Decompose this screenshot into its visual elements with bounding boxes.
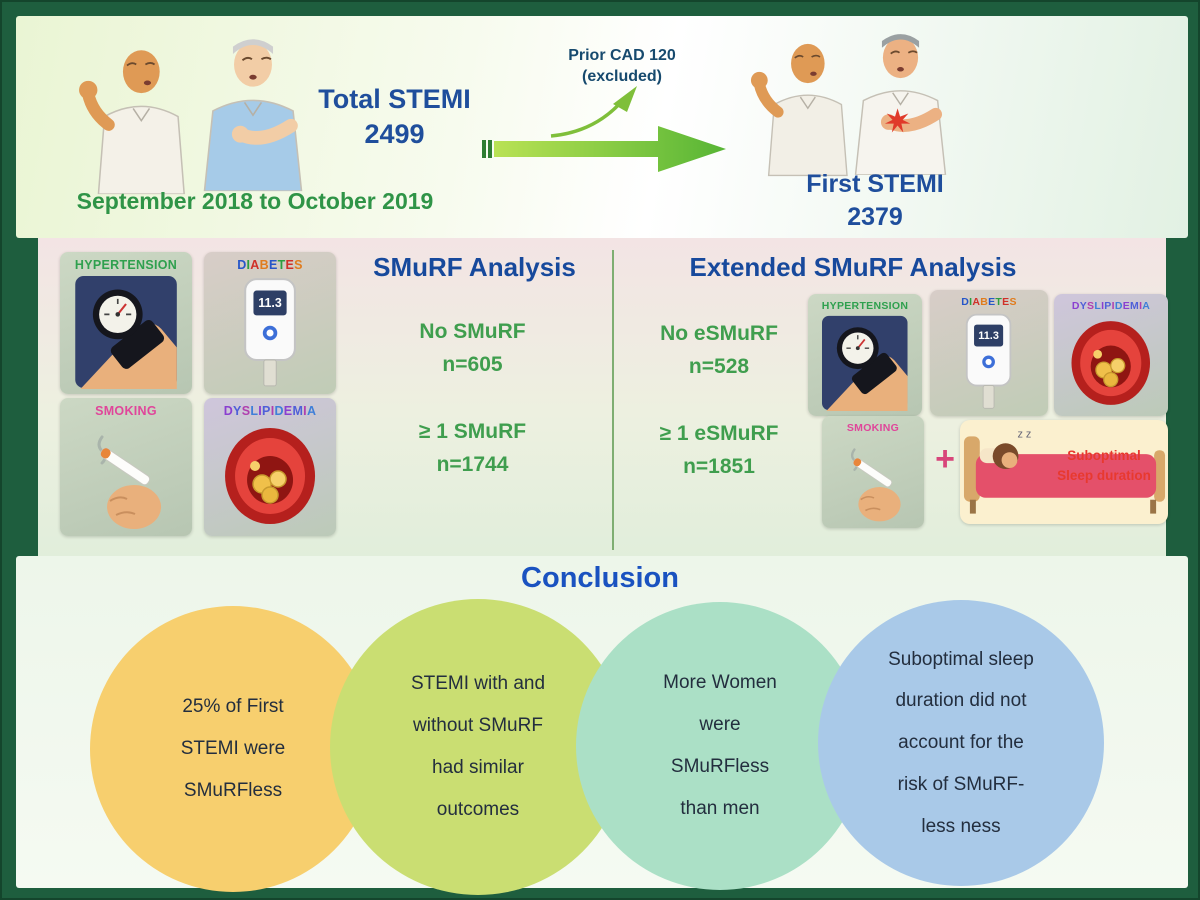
glucometer-icon: 11.3 — [938, 311, 1039, 411]
first-stemi-block: First STEMI 2379 — [780, 168, 970, 233]
conclusion-circle-3: More Women were SMuRFless than men — [576, 602, 864, 890]
sleep-tile: z z Suboptimal Sleep duration — [960, 420, 1168, 524]
zzz-marks: z z — [1017, 428, 1031, 440]
conclusion-text-1: 25% of First STEMI were SMuRFless — [180, 696, 286, 801]
first-stemi-label: First STEMI — [806, 170, 944, 198]
conclusion-text-2: STEMI with and without SMuRF had similar… — [410, 673, 546, 820]
sleep-duration-label: Suboptimal Sleep duration — [1057, 448, 1151, 484]
section-divider — [612, 250, 614, 550]
conclusion-circle-1: 25% of First STEMI were SMuRFless — [90, 606, 376, 892]
blood-pressure-monitor-icon — [816, 315, 914, 411]
risk-tile-diabetes: DIABETES 11.3 — [204, 252, 336, 394]
smoking-label: SMOKING — [95, 404, 157, 418]
risk-tile-smoking-e: SMOKING — [822, 416, 924, 528]
risk-tile-dyslipidemia: DYSLIPIDEMIA — [204, 398, 336, 536]
header-panel: Total STEMI 2499 Prior CAD 120 (excluded… — [16, 16, 1188, 238]
artery-cholesterol-icon — [213, 421, 327, 531]
risk-tile-diabetes-e: DIABETES 11.3 — [930, 290, 1048, 416]
diabetes-label: DIABETES — [237, 258, 303, 272]
conclusion-title: Conclusion — [521, 562, 679, 594]
no-smurf-stat: No SMuRF n=605 — [419, 320, 526, 376]
blood-pressure-monitor-icon — [69, 275, 183, 389]
glucometer-reading: 11.3 — [258, 296, 282, 310]
extended-smurf-analysis-title: Extended SMuRF Analysis — [689, 252, 1017, 282]
prior-cad-label: Prior CAD 120 — [568, 47, 676, 64]
patients-illustration-right — [750, 28, 965, 180]
cigarette-hand-icon — [830, 437, 916, 523]
prior-cad-excluded: Prior CAD 120 (excluded) — [527, 46, 717, 88]
risk-tile-smoking: SMOKING — [60, 398, 192, 536]
hypertension-label: HYPERTENSION — [74, 258, 178, 272]
man-gesturing-icon — [79, 50, 184, 194]
risk-tile-dyslipidemia-e: DYSLIPIDEMIA — [1054, 294, 1168, 416]
total-stemi-label: Total STEMI — [318, 84, 471, 114]
man-shocked-icon — [751, 44, 847, 176]
conclusion-circle-4: Suboptimal sleep duration did not accoun… — [818, 600, 1104, 886]
man-chest-pain-icon — [204, 39, 301, 191]
no-esmurf-stat: No eSMuRF n=528 — [660, 322, 778, 378]
diabetes-label: DIABETES — [961, 296, 1017, 308]
glucometer-reading: 11.3 — [979, 330, 1000, 342]
man-heart-attack-icon — [856, 34, 946, 175]
risk-tile-hypertension-e: HYPERTENSION — [808, 294, 922, 416]
first-stemi-value: 2379 — [847, 202, 903, 231]
flow-arrow-icon — [482, 126, 726, 172]
patients-illustration-left — [77, 30, 322, 195]
total-stemi-block: Total STEMI 2499 — [302, 82, 487, 152]
dyslipidemia-label: DYSLIPIDEMIA — [223, 404, 317, 418]
conclusion-text-4: Suboptimal sleep duration did not accoun… — [888, 648, 1034, 837]
dyslipidemia-label: DYSLIPIDEMIA — [1071, 300, 1151, 312]
study-period: September 2018 to October 2019 — [76, 188, 434, 214]
prior-cad-note: (excluded) — [581, 67, 662, 85]
ge-one-esmurf-stat: ≥ 1 eSMuRF n=1851 — [659, 422, 779, 478]
ge-one-smurf-stat: ≥ 1 SMuRF n=1744 — [418, 420, 527, 476]
glucometer-icon: 11.3 — [213, 275, 327, 389]
excluded-branch-arrow-icon — [550, 86, 637, 138]
sleeping-person-icon: z z — [963, 428, 1166, 514]
smoking-label: SMOKING — [846, 422, 900, 434]
total-stemi-value: 2499 — [364, 119, 425, 150]
cigarette-hand-icon — [69, 421, 183, 531]
artery-cholesterol-icon — [1062, 315, 1160, 411]
risk-tile-hypertension: HYPERTENSION — [60, 252, 192, 394]
hypertension-label: HYPERTENSION — [821, 300, 909, 312]
plus-sign: + — [935, 440, 955, 478]
conclusion-text-3: More Women were SMuRFless than men — [663, 672, 777, 819]
smurf-analysis-title: SMuRF Analysis — [373, 252, 576, 282]
